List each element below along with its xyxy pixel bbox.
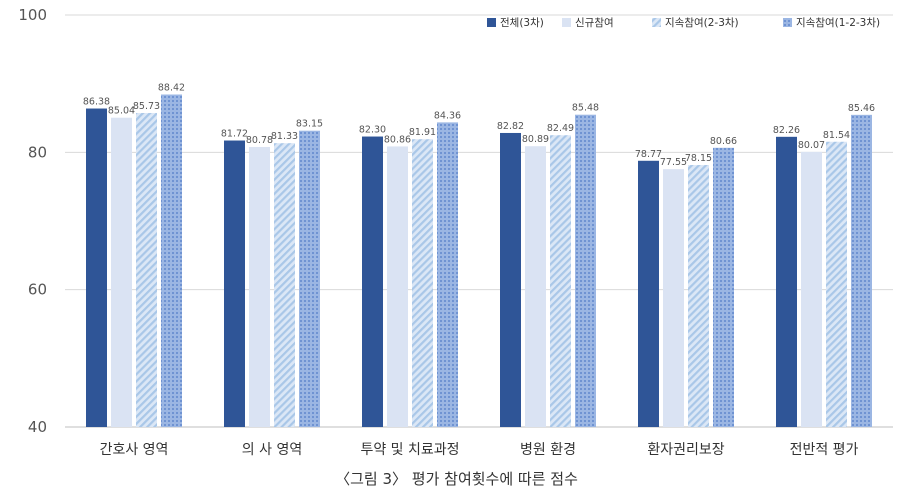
bar — [161, 94, 182, 428]
y-tick-label: 80 — [28, 143, 47, 161]
data-label: 85.73 — [133, 101, 160, 112]
bar — [249, 146, 270, 427]
data-label: 85.04 — [108, 106, 135, 117]
bar — [111, 117, 132, 427]
bars — [86, 94, 872, 428]
bar — [500, 132, 521, 427]
data-label: 81.91 — [409, 127, 436, 138]
data-label: 80.78 — [246, 135, 273, 146]
bar — [274, 143, 295, 427]
data-label: 88.42 — [158, 83, 185, 94]
x-category-label: 전반적 평가 — [790, 442, 859, 458]
data-label: 81.33 — [271, 131, 298, 142]
x-axis: 간호사 영역 의 사 영역 투약 및 치료과정 병원 환경 환자권리보장 전반적 평가 — [100, 442, 859, 458]
x-category-label: 환자권리보장 — [647, 442, 724, 458]
legend-swatch — [652, 18, 661, 27]
bar — [525, 146, 546, 428]
bar — [362, 136, 383, 428]
data-label: 81.54 — [823, 130, 850, 141]
data-label: 80.89 — [522, 134, 549, 145]
legend-swatch — [487, 18, 496, 27]
bar — [801, 151, 822, 427]
legend-swatch — [783, 18, 792, 27]
x-category-label: 의 사 영역 — [242, 442, 302, 458]
x-category-label: 간호사 영역 — [100, 442, 169, 458]
bar — [826, 141, 847, 427]
data-label: 85.48 — [572, 103, 599, 114]
bar — [86, 108, 107, 428]
data-label: 81.72 — [221, 129, 248, 140]
bar — [550, 135, 571, 427]
data-label: 78.15 — [685, 153, 712, 164]
legend-label: 지속참여(2-3차) — [665, 17, 739, 29]
bar — [575, 114, 596, 427]
figure-caption: 〈그림 3〉 평가 참여횟수에 따른 점수 — [335, 470, 578, 488]
data-label: 80.07 — [798, 140, 825, 151]
legend: 전체(3차) 신규참여 지속참여(2-3차) 지속참여(1-2-3차) — [487, 17, 880, 29]
data-label: 77.55 — [660, 157, 687, 168]
bar — [638, 160, 659, 427]
legend-swatch — [562, 18, 571, 27]
data-label: 82.49 — [547, 123, 574, 134]
data-label: 80.66 — [710, 136, 737, 147]
data-label: 84.36 — [434, 110, 461, 121]
bar — [851, 114, 872, 427]
x-category-label: 투약 및 치료과정 — [360, 442, 459, 458]
y-tick-label: 100 — [18, 6, 47, 24]
bar — [663, 169, 684, 427]
bar — [412, 139, 433, 427]
data-label: 83.15 — [296, 119, 323, 130]
gridlines — [65, 14, 893, 428]
bar — [224, 140, 245, 428]
bar — [387, 146, 408, 428]
legend-label: 신규참여 — [575, 17, 614, 29]
data-label: 82.30 — [359, 125, 386, 136]
legend-label: 지속참여(1-2-3차) — [796, 17, 880, 29]
data-label: 86.38 — [83, 97, 110, 108]
bar — [688, 165, 709, 427]
legend-label: 전체(3차) — [500, 17, 544, 29]
data-label: 85.46 — [848, 103, 875, 114]
bar — [713, 147, 734, 427]
y-tick-label: 60 — [28, 281, 47, 299]
bar — [136, 112, 157, 427]
x-category-label: 병원 환경 — [520, 442, 576, 458]
y-tick-label: 40 — [28, 418, 47, 436]
data-label: 78.77 — [635, 149, 662, 160]
data-label: 82.82 — [497, 121, 524, 132]
bar — [437, 122, 458, 428]
data-label: 82.26 — [773, 125, 800, 136]
bar — [299, 130, 320, 427]
bar — [776, 136, 797, 427]
y-axis: 40 60 80 100 — [18, 6, 47, 436]
data-label: 80.86 — [384, 134, 411, 145]
